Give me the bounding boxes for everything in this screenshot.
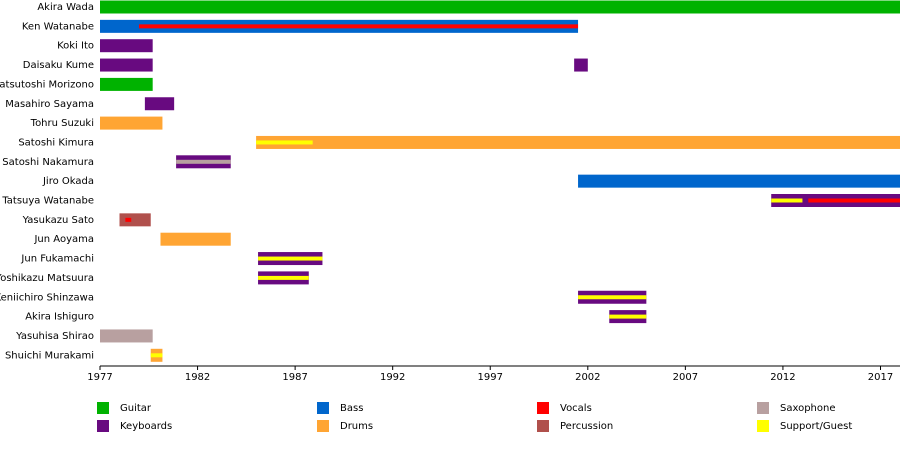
member-label: Daisaku Kume [23, 60, 94, 71]
member-label: Ken Watanabe [22, 21, 94, 32]
member-label: Tatsuya Watanabe [1, 196, 94, 207]
legend-swatch [537, 402, 549, 414]
x-tick-label: 1987 [282, 372, 307, 383]
legend-label: Support/Guest [780, 421, 852, 432]
role-stripe [150, 353, 163, 358]
x-tick-label: 2002 [575, 372, 600, 383]
legend-label: Vocals [560, 403, 592, 414]
role-bar [144, 97, 175, 111]
role-bar [578, 174, 900, 188]
member-label: Jun Fukamachi [20, 254, 94, 265]
legend-swatch [317, 402, 329, 414]
legend-swatch [757, 402, 769, 414]
legend-swatch [97, 420, 109, 432]
legend-label: Saxophone [780, 403, 836, 414]
legend-label: Guitar [120, 403, 152, 414]
member-label: Masahiro Sayama [5, 99, 94, 110]
legend-label: Keyboards [120, 421, 172, 432]
member-label: Akira Wada [37, 2, 94, 13]
member-label: Tohru Suzuki [30, 118, 94, 129]
role-bar [574, 58, 588, 72]
x-tick-label: 1997 [478, 372, 503, 383]
role-bar [100, 39, 153, 53]
member-label: Jun Aoyama [33, 234, 94, 245]
x-tick-label: 1992 [380, 372, 405, 383]
role-stripe [176, 159, 231, 164]
member-label: Yasukazu Sato [22, 215, 94, 226]
role-bar [100, 77, 153, 91]
member-label: Katsutoshi Morizono [0, 79, 94, 90]
role-bar [100, 0, 900, 14]
role-stripe [139, 24, 579, 29]
x-tick-label: 1977 [87, 372, 112, 383]
legend-swatch [317, 420, 329, 432]
role-stripe [125, 217, 132, 222]
role-bar [100, 58, 153, 72]
role-stripe [578, 295, 647, 300]
role-stripe [258, 275, 309, 280]
member-label: Yasuhisa Shirao [15, 331, 94, 342]
x-tick-label: 2017 [868, 372, 893, 383]
member-label: Jiro Okada [42, 176, 94, 187]
role-stripe [771, 198, 803, 203]
member-label: Akira Ishiguro [25, 312, 94, 323]
role-bar [100, 116, 163, 130]
legend-label: Drums [340, 421, 373, 432]
x-tick-label: 1982 [185, 372, 210, 383]
role-stripe [808, 198, 900, 203]
role-bar [100, 329, 153, 343]
member-label: Shuichi Murakami [5, 350, 94, 361]
legend-swatch [97, 402, 109, 414]
legend-swatch [537, 420, 549, 432]
role-stripe [256, 140, 313, 145]
role-stripe [609, 314, 647, 319]
role-bar [256, 135, 900, 149]
legend-label: Bass [340, 403, 363, 414]
role-stripe [258, 256, 323, 261]
member-label: Keniichiro Shinzawa [0, 292, 94, 303]
x-tick-label: 2012 [770, 372, 795, 383]
x-tick-label: 2007 [673, 372, 698, 383]
legend-swatch [757, 420, 769, 432]
member-label: Yoshikazu Matsuura [0, 273, 94, 284]
member-label: Satoshi Kimura [18, 137, 94, 148]
member-label: Satoshi Nakamura [2, 157, 94, 168]
member-label: Koki Ito [57, 41, 94, 52]
legend-label: Percussion [560, 421, 613, 432]
role-bar [119, 213, 151, 227]
role-bar [160, 232, 231, 246]
